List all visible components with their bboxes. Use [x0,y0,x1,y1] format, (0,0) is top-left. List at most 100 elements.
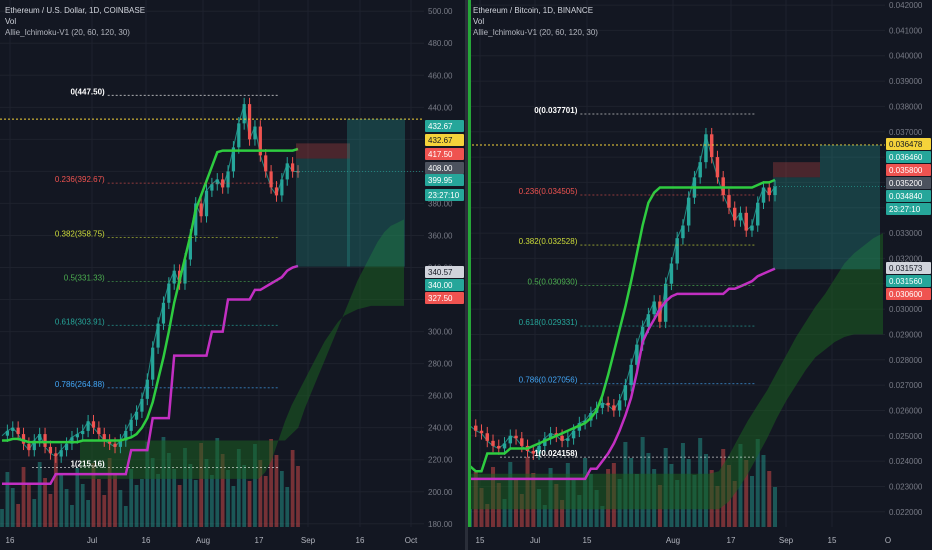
candle-body [485,433,489,441]
price-tag [425,162,464,174]
stop-loss-zone [296,143,350,159]
candle-body [27,443,31,451]
y-tick-label: 300.00 [428,328,453,337]
candle-body [738,212,743,221]
indicator-label-right[interactable]: Allie_Ichimoku-V1 (20, 60, 120, 30) [473,28,598,37]
price-tag-text: 340.57 [428,268,453,277]
volume-bar [279,471,284,527]
volume-bar [96,479,101,527]
volume-bar [519,494,524,527]
x-tick-label: O [885,536,891,545]
candle-body [247,104,252,140]
volume-label-left[interactable]: Vol [5,17,17,26]
volume-bar [161,437,166,527]
volume-bar [290,450,295,527]
price-tag-text: 23:27:10 [889,205,921,214]
volume-bar [102,495,107,527]
volume-bar [485,504,490,527]
y-tick-label: 0.026000 [889,406,923,415]
candle-body [291,163,295,172]
candle-body [635,344,639,365]
x-tick-label: 16 [142,536,151,545]
price-tag [425,174,464,186]
candle-body [118,440,123,447]
volume-bar [749,476,754,527]
price-tag-text: 23:27:10 [428,191,460,200]
fib-label: 0.382(358.75) [55,229,105,238]
candle-body [704,134,708,163]
candle-body [70,437,74,444]
volume-bar [193,480,198,527]
volume-bar [21,467,26,527]
x-tick-label: 16 [6,536,15,545]
volume-bar [10,488,15,527]
y-tick-label: 0.027000 [889,381,923,390]
base-line [2,147,299,444]
candle-body [11,427,15,431]
volume-bar [53,457,58,527]
y-tick-label: 360.00 [428,231,453,240]
price-tag [886,288,931,300]
price-tag [886,151,931,163]
legend-right: Ethereum / Bitcoin, 1D, BINANCE Vol Alli… [473,5,598,38]
candle-body [698,162,702,178]
volume-bar [48,494,53,527]
candle-body [91,421,96,428]
candle-body [97,427,101,435]
symbol-title-left[interactable]: Ethereum / U.S. Dollar, 1D, COINBASE [5,6,146,15]
volume-bar [231,486,236,527]
volume-bar [172,469,177,527]
fib-label: 0.382(0.032528) [519,237,578,246]
y-tick-label: 0.032000 [889,254,923,263]
candle-body [172,270,176,284]
candle-body [727,195,731,208]
volume-bar [5,472,10,527]
candle-body [140,398,144,412]
y-tick-label: 0.023000 [889,482,923,491]
y-tick-label: 0.041000 [889,26,923,35]
volume-bar [140,479,144,527]
indicator-label-left[interactable]: Allie_Ichimoku-V1 (20, 60, 120, 30) [5,28,130,37]
candle-body [280,179,284,196]
candle-body [81,430,85,435]
candle-body [253,126,257,140]
y-tick-label: 460.00 [428,71,453,80]
x-tick-label: Sep [779,536,794,545]
candle-body [508,435,513,444]
y-tick-label: 0.038000 [889,102,923,111]
price-tag-text: 340.00 [428,281,453,290]
price-tag [425,120,464,132]
price-tag [886,203,931,215]
y-tick-label: 240.00 [428,424,453,433]
price-tag [425,266,464,278]
volume-bar [247,481,252,527]
candle-body [231,147,236,172]
volume-bar [43,478,47,527]
candle-body [86,421,90,431]
panel-divider[interactable] [465,0,468,550]
chart-panel-1: 0(0.037701) 0.236(0.034505) 0.382(0.032528… [467,0,932,550]
price-tag-text: 0.031573 [889,264,923,273]
volume-label-right[interactable]: Vol [473,17,485,26]
price-tag [425,148,464,160]
price-tag-text: 0.034840 [889,192,923,201]
volume-bar [744,460,749,527]
fib-label: 0.5(331.33) [64,273,105,282]
y-tick-label: 180.00 [428,520,453,529]
candle-body [491,440,495,446]
volume-bar [253,444,257,527]
candle-body [479,430,484,434]
symbol-title-right[interactable]: Ethereum / Bitcoin, 1D, BINANCE [473,6,594,15]
candle-body [658,301,662,322]
volume-bar [755,439,760,527]
volume-bar [242,465,247,527]
candle-body [102,434,106,441]
candle-body [38,434,42,441]
fib-label: 0(0.037701) [534,106,577,115]
candle-body [5,430,9,436]
candle-body [59,450,63,457]
price-tag-text: 0.035200 [889,179,923,188]
candle-body [560,435,564,441]
volume-bar [204,459,209,527]
price-tag [886,138,931,150]
